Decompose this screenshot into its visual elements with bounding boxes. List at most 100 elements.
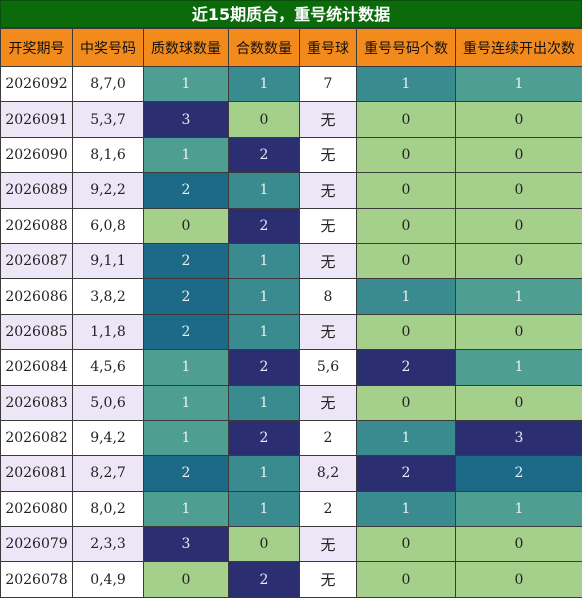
consecutive-cell: 0	[456, 208, 582, 243]
repeat-ball-cell: 无	[300, 102, 357, 137]
repeat-count-cell: 0	[357, 208, 456, 243]
repeat-count-cell: 0	[357, 173, 456, 208]
repeat-ball-cell: 无	[300, 208, 357, 243]
issue-cell: 2026079	[1, 527, 73, 562]
composite-count-cell: 2	[229, 137, 300, 172]
repeat-ball-cell: 无	[300, 137, 357, 172]
consecutive-cell: 3	[456, 420, 582, 455]
composite-count-cell: 2	[229, 350, 300, 385]
prime-count-cell: 2	[144, 456, 229, 491]
issue-cell: 2026083	[1, 385, 73, 420]
header-numbers: 中奖号码	[73, 29, 144, 67]
consecutive-cell: 0	[456, 527, 582, 562]
consecutive-cell: 1	[456, 350, 582, 385]
numbers-cell: 9,1,1	[73, 243, 144, 278]
header-prime-count: 质数球数量	[144, 29, 229, 67]
prime-count-cell: 1	[144, 385, 229, 420]
issue-cell: 2026080	[1, 491, 73, 526]
composite-count-cell: 1	[229, 279, 300, 314]
composite-count-cell: 2	[229, 420, 300, 455]
repeat-ball-cell: 无	[300, 527, 357, 562]
repeat-count-cell: 0	[357, 102, 456, 137]
header-row: 开奖期号 中奖号码 质数球数量 合数数量 重号球 重号号码个数 重号连续开出次数	[1, 29, 582, 67]
prime-count-cell: 2	[144, 314, 229, 349]
composite-count-cell: 1	[229, 67, 300, 102]
repeat-ball-cell: 无	[300, 314, 357, 349]
repeat-ball-cell: 无	[300, 385, 357, 420]
repeat-ball-cell: 无	[300, 173, 357, 208]
repeat-ball-cell: 2	[300, 491, 357, 526]
consecutive-cell: 1	[456, 279, 582, 314]
consecutive-cell: 2	[456, 456, 582, 491]
repeat-count-cell: 2	[357, 456, 456, 491]
numbers-cell: 9,4,2	[73, 420, 144, 455]
prime-count-cell: 1	[144, 67, 229, 102]
composite-count-cell: 1	[229, 173, 300, 208]
issue-cell: 2026090	[1, 137, 73, 172]
repeat-count-cell: 1	[357, 67, 456, 102]
repeat-ball-cell: 5,6	[300, 350, 357, 385]
repeat-ball-cell: 8	[300, 279, 357, 314]
issue-cell: 2026081	[1, 456, 73, 491]
prime-count-cell: 3	[144, 527, 229, 562]
header-repeat-ball: 重号球	[300, 29, 357, 67]
numbers-cell: 1,1,8	[73, 314, 144, 349]
header-issue: 开奖期号	[1, 29, 73, 67]
issue-cell: 2026089	[1, 173, 73, 208]
prime-count-cell: 2	[144, 279, 229, 314]
prime-count-cell: 1	[144, 420, 229, 455]
numbers-cell: 6,0,8	[73, 208, 144, 243]
repeat-ball-cell: 无	[300, 562, 357, 597]
composite-count-cell: 0	[229, 102, 300, 137]
numbers-cell: 4,5,6	[73, 350, 144, 385]
numbers-cell: 5,3,7	[73, 102, 144, 137]
numbers-cell: 5,0,6	[73, 385, 144, 420]
numbers-cell: 8,7,0	[73, 67, 144, 102]
numbers-cell: 0,4,9	[73, 562, 144, 597]
composite-count-cell: 1	[229, 385, 300, 420]
repeat-count-cell: 2	[357, 350, 456, 385]
issue-cell: 2026084	[1, 350, 73, 385]
issue-cell: 2026078	[1, 562, 73, 597]
repeat-count-cell: 0	[357, 527, 456, 562]
prime-count-cell: 2	[144, 243, 229, 278]
issue-cell: 2026091	[1, 102, 73, 137]
composite-count-cell: 1	[229, 243, 300, 278]
header-consecutive: 重号连续开出次数	[456, 29, 582, 67]
numbers-cell: 3,8,2	[73, 279, 144, 314]
repeat-count-cell: 1	[357, 491, 456, 526]
composite-count-cell: 2	[229, 208, 300, 243]
issue-cell: 2026082	[1, 420, 73, 455]
prime-count-cell: 0	[144, 562, 229, 597]
repeat-ball-cell: 无	[300, 243, 357, 278]
consecutive-cell: 1	[456, 67, 582, 102]
repeat-count-cell: 0	[357, 137, 456, 172]
repeat-count-cell: 1	[357, 420, 456, 455]
consecutive-cell: 0	[456, 137, 582, 172]
composite-count-cell: 1	[229, 314, 300, 349]
numbers-cell: 8,2,7	[73, 456, 144, 491]
numbers-cell: 8,1,6	[73, 137, 144, 172]
consecutive-cell: 0	[456, 385, 582, 420]
repeat-count-cell: 0	[357, 243, 456, 278]
repeat-count-cell: 0	[357, 562, 456, 597]
repeat-ball-cell: 2	[300, 420, 357, 455]
consecutive-cell: 0	[456, 173, 582, 208]
prime-count-cell: 1	[144, 137, 229, 172]
numbers-cell: 2,3,3	[73, 527, 144, 562]
issue-cell: 2026086	[1, 279, 73, 314]
prime-count-cell: 3	[144, 102, 229, 137]
consecutive-cell: 0	[456, 243, 582, 278]
repeat-count-cell: 1	[357, 279, 456, 314]
